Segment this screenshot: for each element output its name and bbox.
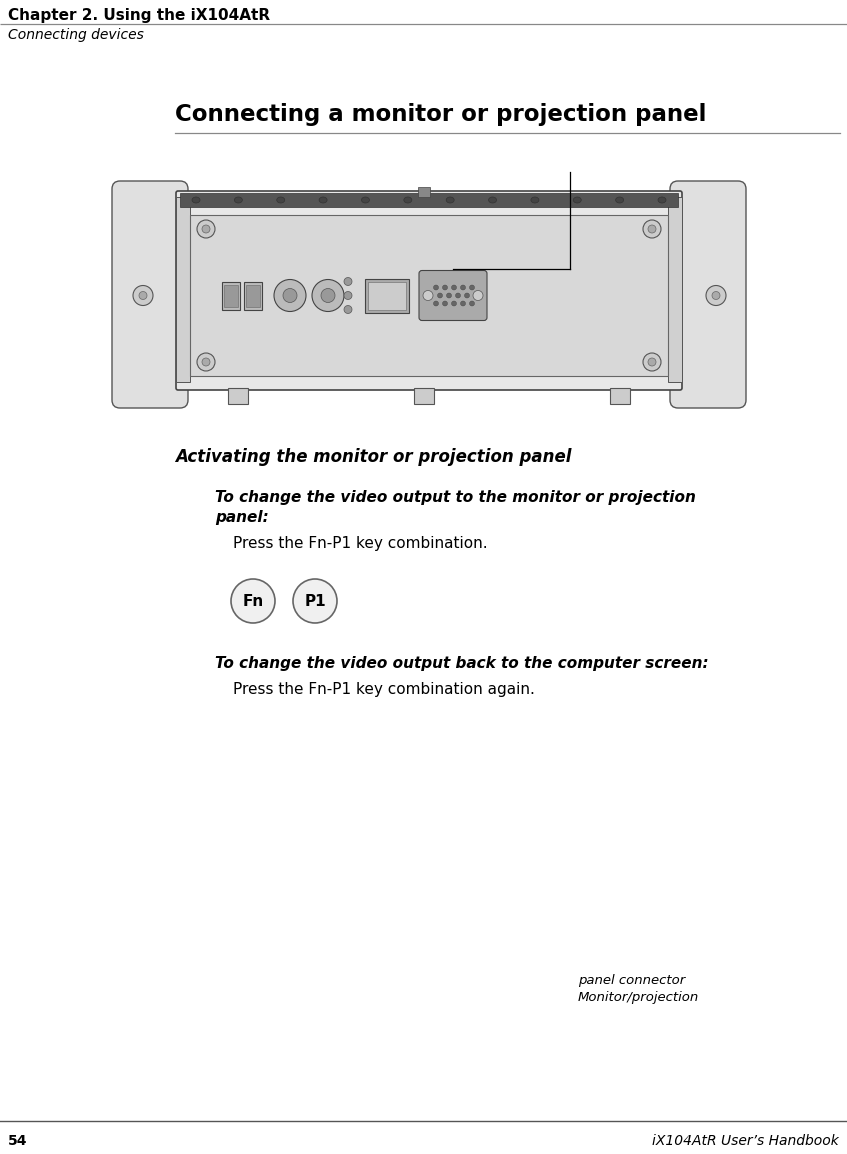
- Bar: [180, 193, 678, 207]
- Text: panel connector: panel connector: [578, 974, 685, 987]
- Circle shape: [706, 285, 726, 306]
- Text: Press the Fn-P1 key combination again.: Press the Fn-P1 key combination again.: [233, 682, 534, 697]
- Text: Monitor/projection: Monitor/projection: [578, 991, 700, 1004]
- Text: Connecting devices: Connecting devices: [8, 28, 144, 42]
- Circle shape: [344, 292, 352, 300]
- Ellipse shape: [573, 197, 581, 203]
- Ellipse shape: [489, 197, 496, 203]
- Circle shape: [434, 285, 439, 290]
- Bar: [228, 388, 248, 404]
- Circle shape: [451, 301, 457, 306]
- Circle shape: [461, 285, 466, 290]
- Bar: [190, 215, 668, 376]
- Circle shape: [197, 353, 215, 370]
- Circle shape: [461, 301, 466, 306]
- Circle shape: [456, 293, 461, 298]
- Text: Fn: Fn: [242, 593, 263, 608]
- Bar: [244, 282, 262, 309]
- Text: To change the video output to the monitor or projection: To change the video output to the monito…: [215, 490, 696, 505]
- Circle shape: [344, 277, 352, 285]
- Text: Connecting a monitor or projection panel: Connecting a monitor or projection panel: [175, 103, 706, 126]
- Circle shape: [197, 220, 215, 238]
- Circle shape: [139, 292, 147, 300]
- Circle shape: [438, 293, 442, 298]
- Circle shape: [464, 293, 469, 298]
- Text: Activating the monitor or projection panel: Activating the monitor or projection pan…: [175, 448, 572, 466]
- Circle shape: [434, 301, 439, 306]
- Circle shape: [231, 579, 275, 623]
- Circle shape: [648, 358, 656, 366]
- Circle shape: [643, 353, 661, 370]
- Ellipse shape: [658, 197, 666, 203]
- Circle shape: [312, 279, 344, 312]
- Text: P1: P1: [304, 593, 326, 608]
- Circle shape: [293, 579, 337, 623]
- Text: panel:: panel:: [215, 510, 268, 525]
- Circle shape: [446, 293, 451, 298]
- Text: To change the video output back to the computer screen:: To change the video output back to the c…: [215, 655, 709, 670]
- Bar: [222, 282, 240, 309]
- Text: Press the Fn-P1 key combination.: Press the Fn-P1 key combination.: [233, 535, 488, 550]
- Circle shape: [321, 288, 335, 302]
- Circle shape: [473, 291, 483, 300]
- Ellipse shape: [319, 197, 327, 203]
- Circle shape: [133, 285, 153, 306]
- FancyBboxPatch shape: [112, 181, 188, 409]
- Bar: [176, 197, 190, 382]
- Circle shape: [451, 285, 457, 290]
- Circle shape: [344, 306, 352, 314]
- Text: 54: 54: [8, 1134, 27, 1148]
- FancyBboxPatch shape: [419, 270, 487, 321]
- Bar: [365, 278, 409, 313]
- Ellipse shape: [277, 197, 285, 203]
- Circle shape: [274, 279, 306, 312]
- Ellipse shape: [446, 197, 454, 203]
- Ellipse shape: [404, 197, 412, 203]
- Circle shape: [648, 225, 656, 233]
- Circle shape: [643, 220, 661, 238]
- Ellipse shape: [616, 197, 623, 203]
- Circle shape: [442, 285, 447, 290]
- Ellipse shape: [192, 197, 200, 203]
- Circle shape: [423, 291, 433, 300]
- Circle shape: [442, 301, 447, 306]
- Circle shape: [283, 288, 297, 302]
- Ellipse shape: [235, 197, 242, 203]
- Bar: [413, 388, 434, 404]
- Ellipse shape: [362, 197, 369, 203]
- Circle shape: [202, 358, 210, 366]
- Circle shape: [202, 225, 210, 233]
- Bar: [418, 187, 429, 197]
- FancyBboxPatch shape: [670, 181, 746, 409]
- Bar: [224, 285, 238, 307]
- Ellipse shape: [531, 197, 539, 203]
- Circle shape: [712, 292, 720, 300]
- Circle shape: [469, 301, 474, 306]
- FancyBboxPatch shape: [176, 192, 682, 390]
- Bar: [368, 282, 406, 309]
- Text: Chapter 2. Using the iX104AtR: Chapter 2. Using the iX104AtR: [8, 8, 270, 23]
- Bar: [668, 197, 682, 382]
- Circle shape: [469, 285, 474, 290]
- Bar: [610, 388, 630, 404]
- Text: iX104AtR User’s Handbook: iX104AtR User’s Handbook: [652, 1134, 839, 1148]
- Bar: [246, 285, 260, 307]
